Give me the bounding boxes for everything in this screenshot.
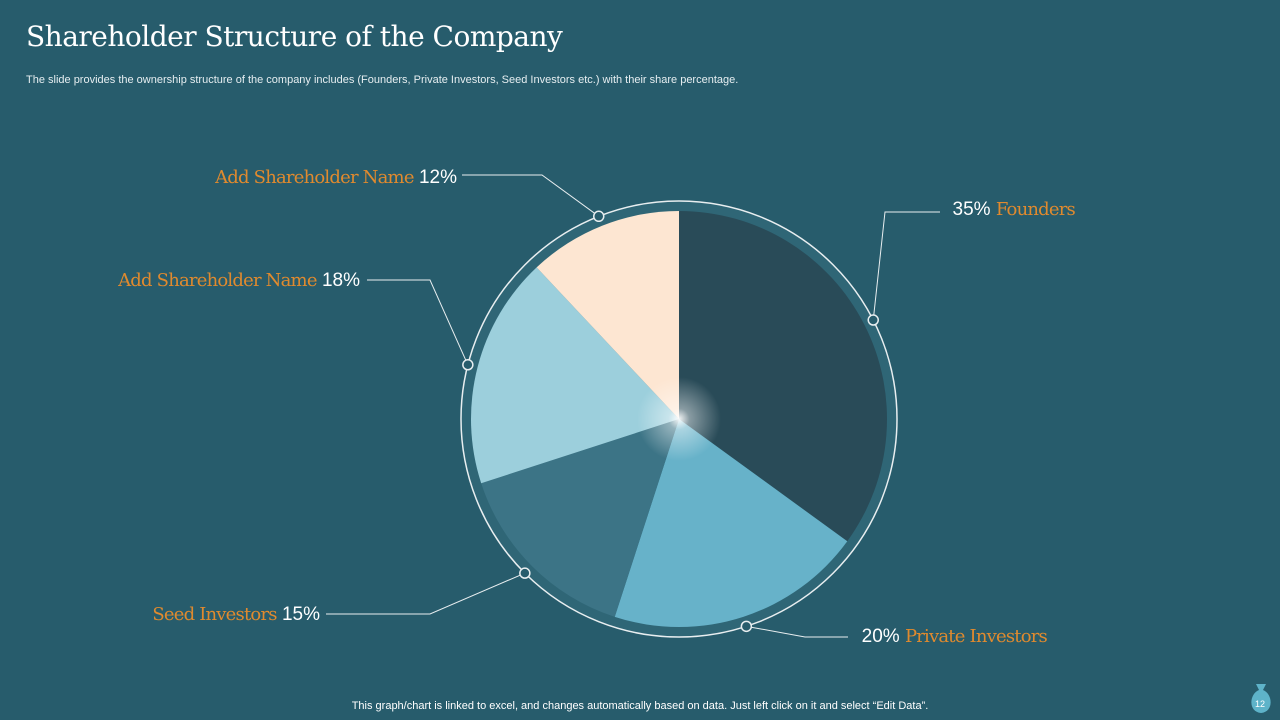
slice-label-value-4: 12%	[419, 167, 457, 188]
slice-label-name-3: Add Shareholder Name	[117, 270, 317, 291]
leader-line-3	[367, 279, 469, 365]
leader-marker-3	[462, 359, 474, 371]
slide-subtitle: The slide provides the ownership structu…	[26, 74, 739, 86]
pie-slice-add-shareholder-name-3[interactable]	[471, 267, 679, 484]
leader-marker-0	[867, 314, 879, 326]
slice-label-3: Add Shareholder Name 18%	[117, 270, 360, 291]
slice-label-value-2: 15%	[282, 604, 320, 625]
footer-note: This graph/chart is linked to excel, and…	[351, 700, 929, 712]
slice-label-4: Add Shareholder Name 12%	[214, 167, 457, 188]
pie-slice-add-shareholder-name-4[interactable]	[536, 211, 679, 419]
slice-label-name-0: Founders	[996, 199, 1076, 220]
leader-line-4	[462, 174, 600, 217]
leader-line-1	[746, 625, 848, 638]
slice-label-0: 35% Founders	[953, 199, 1076, 220]
money-bag-icon	[1251, 684, 1271, 713]
slice-label-name-1: Private Investors	[905, 626, 1048, 647]
slice-label-name-2: Seed Investors	[152, 604, 277, 625]
pie-slice-private-investors-1[interactable]	[614, 419, 848, 627]
slice-label-name-4: Add Shareholder Name	[214, 167, 414, 188]
pie-slice-founders-0[interactable]	[679, 211, 887, 542]
pie-center-glow	[637, 377, 721, 461]
leader-marker-4	[592, 210, 605, 223]
leader-marker-2	[519, 567, 531, 579]
slice-label-1: 20% Private Investors	[862, 626, 1048, 647]
leader-marker-1	[740, 620, 753, 633]
slide-title: Shareholder Structure of the Company	[26, 20, 563, 53]
slice-label-value-3: 18%	[322, 270, 360, 291]
slice-label-2: Seed Investors 15%	[152, 604, 320, 625]
leader-line-2	[326, 572, 526, 615]
pie-slice-seed-investors-2[interactable]	[481, 419, 679, 617]
slice-label-value-1: 20%	[862, 626, 900, 647]
page-number: 12	[1254, 699, 1265, 709]
slice-label-value-0: 35%	[953, 199, 991, 220]
leader-line-0	[872, 211, 940, 321]
